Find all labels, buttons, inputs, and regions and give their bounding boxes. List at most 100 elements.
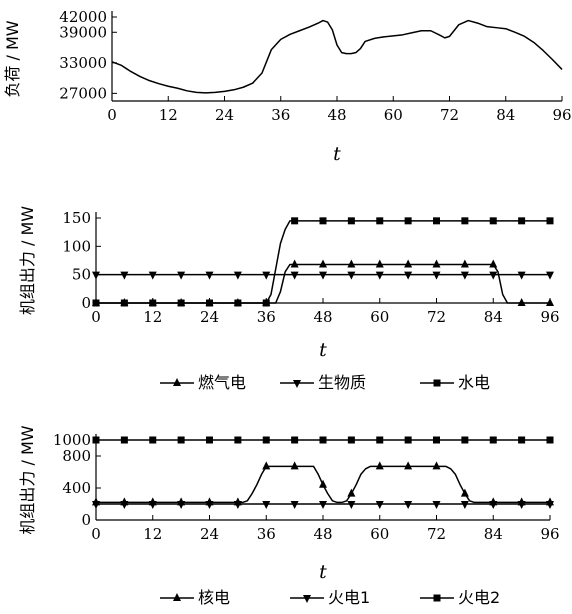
data-point (432, 271, 441, 280)
x-tick-label: 0 (91, 525, 101, 543)
data-point (262, 501, 271, 509)
data-point (120, 271, 129, 280)
legend-marker (433, 594, 441, 602)
legend: 燃气电 生物质 水电 (160, 373, 490, 392)
y-axis-label: 机组出力 / MW (18, 425, 37, 534)
series-1 (111, 19, 563, 94)
data-point (319, 479, 327, 488)
legend-label: 核电 (198, 588, 230, 607)
data-point (290, 259, 299, 268)
series-2 (92, 271, 554, 280)
data-point (546, 217, 554, 225)
data-point (489, 501, 498, 509)
y-tick-label: 0 (81, 511, 91, 529)
x-tick-label: 36 (257, 308, 276, 326)
x-tick-label: 96 (552, 106, 571, 124)
data-point (92, 299, 100, 307)
data-point (404, 271, 413, 280)
data-point (347, 501, 356, 509)
y-tick-label: 1000 (53, 431, 91, 449)
data-point (206, 436, 213, 444)
data-point (290, 271, 299, 280)
data-point (404, 501, 413, 509)
data-point (177, 299, 185, 307)
x-tick-label: 12 (143, 308, 162, 326)
y-tick-label: 0 (81, 294, 91, 312)
data-point (319, 436, 327, 444)
y-tick-label: 27000 (59, 84, 107, 102)
data-point (432, 461, 441, 470)
legend-label: 生物质 (318, 373, 366, 392)
data-point (517, 298, 526, 306)
data-point (319, 259, 327, 268)
x-tick-label: 24 (215, 106, 234, 124)
x-tick-label: 12 (159, 106, 178, 124)
x-tick-label: 72 (427, 525, 446, 543)
data-point (375, 501, 384, 509)
data-point (291, 217, 299, 225)
data-point (262, 299, 270, 307)
data-point (319, 501, 327, 509)
data-point (546, 436, 554, 444)
legend-label: 水电 (458, 373, 490, 392)
x-tick-label: 96 (540, 308, 559, 326)
y-tick-label: 39000 (59, 23, 107, 41)
data-point (347, 271, 356, 280)
x-tick-label: 48 (313, 308, 332, 326)
data-point (433, 217, 440, 225)
x-tick-label: 0 (107, 106, 117, 124)
series-2 (92, 501, 554, 509)
data-point (404, 436, 412, 444)
data-point (148, 501, 157, 509)
series-3 (92, 436, 554, 444)
data-point (92, 501, 100, 509)
data-point (376, 436, 384, 444)
data-point (149, 299, 157, 307)
x-tick-label: 72 (427, 308, 446, 326)
y-tick-label: 100 (62, 237, 91, 255)
data-point (233, 271, 242, 280)
data-point (489, 436, 497, 444)
data-point (460, 259, 469, 268)
legend-label: 火电2 (458, 588, 500, 607)
x-tick-label: 12 (143, 525, 162, 543)
data-point (347, 436, 355, 444)
data-point (460, 488, 469, 497)
legend-marker (173, 378, 181, 386)
data-point (120, 501, 129, 509)
legend-marker (173, 593, 181, 601)
y-tick-label: 33000 (59, 54, 107, 72)
data-point (375, 271, 384, 280)
data-point (518, 436, 526, 444)
legend-label: 火电1 (328, 588, 370, 607)
y-tick-label: 150 (62, 209, 91, 227)
data-point (518, 217, 526, 225)
y-tick-label: 42000 (59, 8, 107, 26)
x-tick-label: 24 (200, 525, 219, 543)
x-tick-label: 60 (370, 525, 389, 543)
data-point (461, 217, 469, 225)
data-point (177, 271, 186, 280)
legend-marker (433, 379, 441, 387)
x-tick-label: 48 (313, 525, 332, 543)
x-tick-label: 24 (200, 308, 219, 326)
data-point (319, 271, 327, 280)
x-tick-label: 60 (384, 106, 403, 124)
x-axis-label: t (333, 143, 341, 165)
y-axis-label: 负荷 / MW (3, 20, 22, 97)
data-point (234, 299, 242, 307)
data-point (177, 436, 185, 444)
data-point (489, 259, 498, 268)
data-point (404, 259, 413, 268)
x-tick-label: 72 (440, 106, 459, 124)
data-point (290, 501, 299, 509)
x-axis-label: t (319, 561, 327, 583)
data-point (347, 217, 355, 225)
data-point (120, 436, 128, 444)
data-point (262, 271, 271, 280)
data-point (290, 461, 299, 470)
legend-marker (293, 380, 301, 388)
data-point (234, 436, 242, 444)
x-tick-label: 0 (91, 308, 101, 326)
